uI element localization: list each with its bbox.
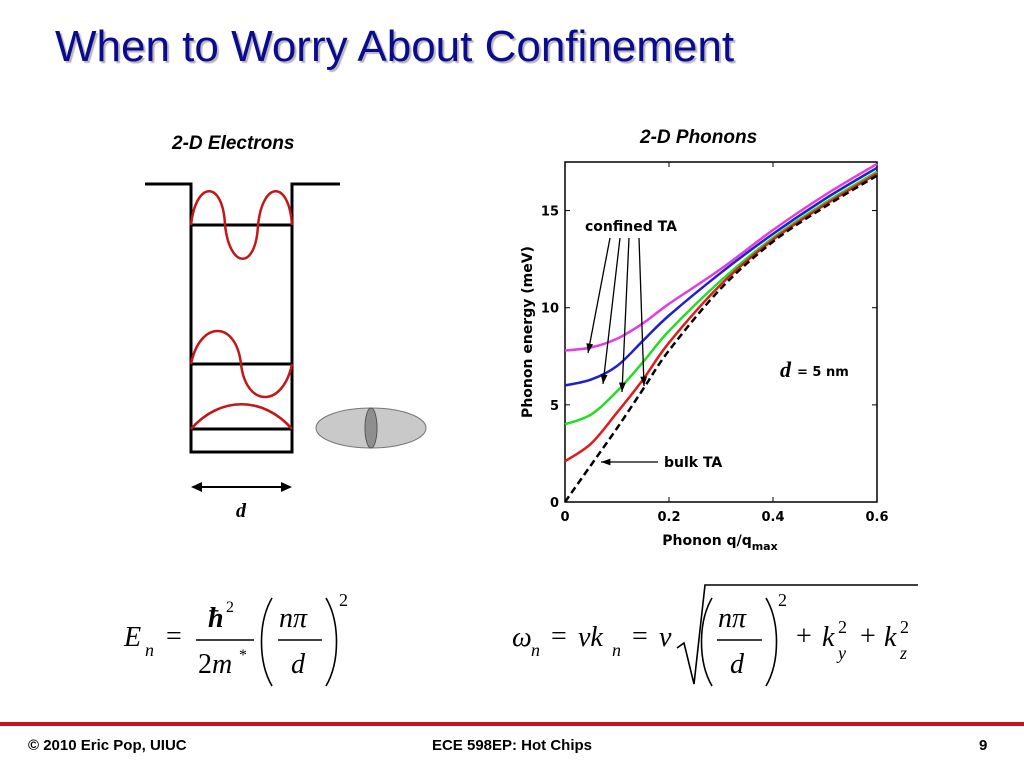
confined-ta-curve-2	[564, 166, 878, 387]
arrow-to-bulk-head	[601, 458, 611, 466]
footer-course: ECE 598EP: Hot Chips	[431, 737, 593, 754]
arrow-to-red-head	[640, 376, 648, 386]
footer-page-number: 9	[979, 737, 988, 754]
confined-ta-curve-4	[564, 172, 878, 463]
y-tick-label: 0	[550, 496, 559, 511]
x-tick-label: 0.4	[761, 510, 784, 525]
x-axis-label-main: Phonon q/q	[662, 533, 751, 549]
y-tick-label: 15	[541, 205, 559, 220]
y-tick-label: 10	[541, 302, 559, 317]
x-axis-label-sub: max	[752, 540, 778, 553]
thickness-symbol: d	[780, 357, 792, 382]
electrons-subtitle: 2-D Electrons	[172, 133, 295, 154]
x-tick-label: 0	[560, 510, 569, 525]
chart-series	[563, 162, 878, 503]
phonons-subtitle: 2-D Phonons	[640, 127, 758, 148]
slide-title: When to Worry About Confinement	[55, 22, 735, 71]
bulk-ta-label: bulk TA	[664, 455, 722, 471]
arrow-to-blue	[602, 237, 621, 385]
bulk-ta-curve	[563, 174, 878, 503]
x-axis-label: Phonon q/qmax	[662, 533, 777, 553]
arrow-to-red	[638, 237, 645, 387]
footer-divider	[0, 722, 1024, 726]
footer-copyright: © 2010 Eric Pop, UIUC	[28, 737, 187, 754]
x-tick-label: 0.2	[657, 510, 680, 525]
y-tick-label: 5	[550, 399, 559, 414]
thickness-value: = 5 nm	[797, 365, 849, 380]
arrow-to-green	[621, 237, 630, 393]
y-axis-label: Phonon energy (meV)	[520, 246, 536, 418]
arrow-to-magenta-head	[586, 343, 594, 353]
arrow-to-blue-head	[600, 374, 608, 384]
plot-frame	[564, 161, 878, 503]
arrow-to-green-head	[619, 382, 626, 392]
arrow-to-magenta	[587, 237, 611, 354]
confined-ta-label: confined TA	[585, 219, 677, 235]
confined-ta-curve-1	[564, 162, 878, 352]
x-tick-label: 0.6	[865, 510, 888, 525]
annotation-arrows	[586, 237, 658, 466]
confined-ta-curve-3	[564, 170, 878, 426]
